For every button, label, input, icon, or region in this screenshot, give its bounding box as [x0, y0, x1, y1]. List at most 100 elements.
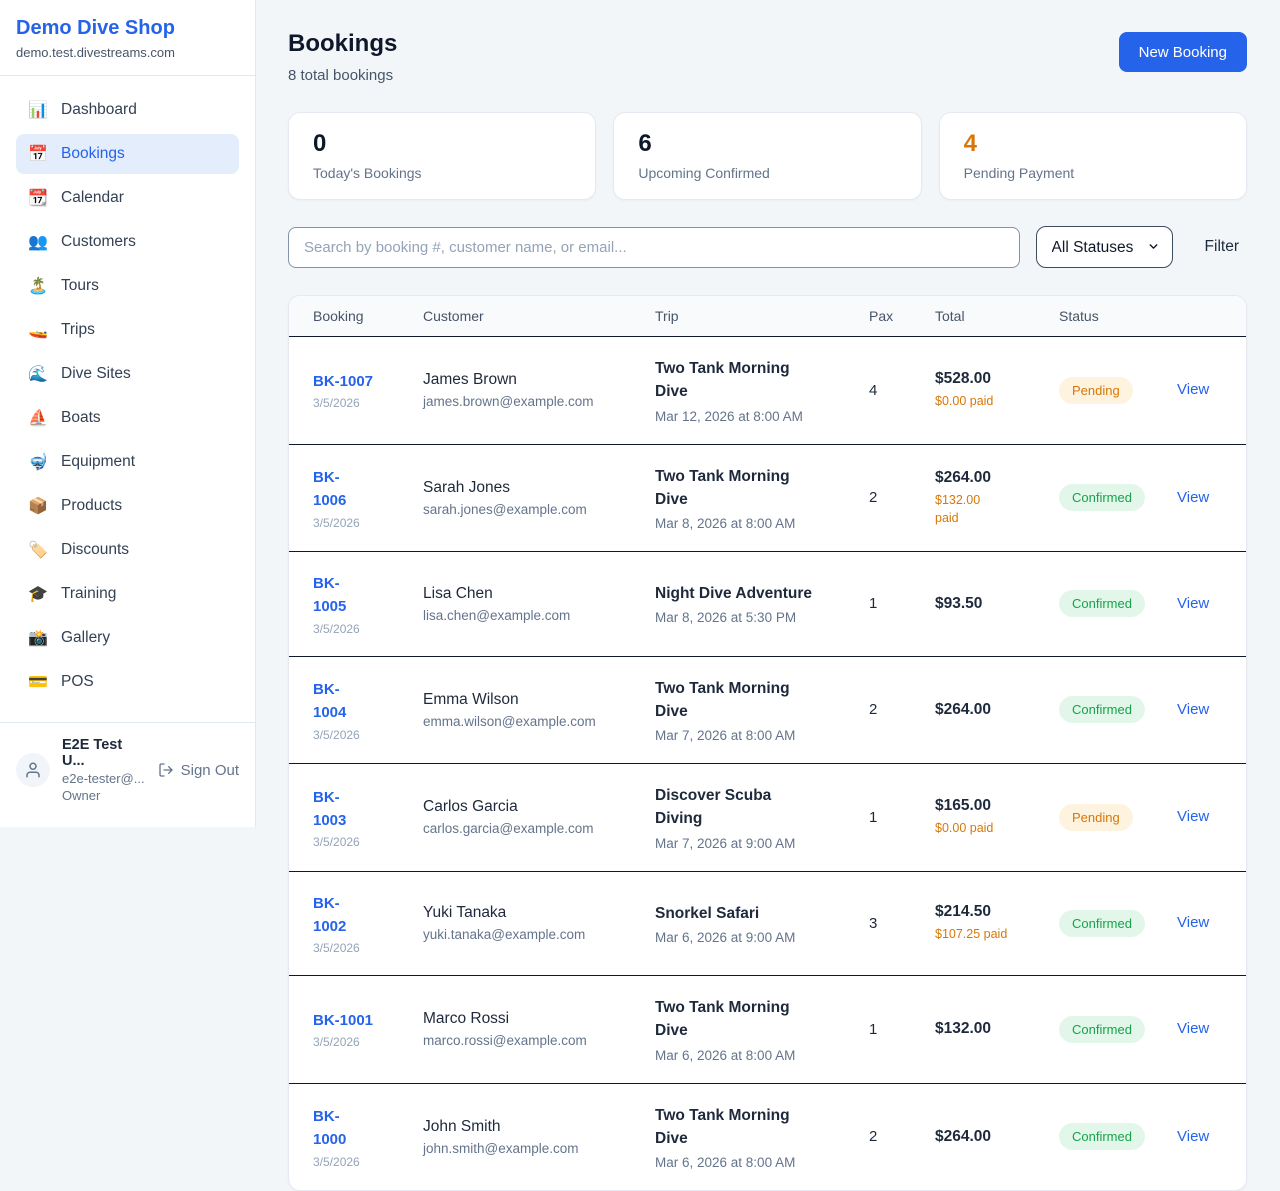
- status-filter-select[interactable]: All Statuses: [1035, 226, 1173, 268]
- booking-cell: BK- 1004 3/5/2026: [313, 678, 423, 742]
- action-cell: View: [1177, 595, 1222, 613]
- column-header-booking: Booking: [313, 308, 364, 324]
- column-header-pax: Pax: [869, 308, 894, 324]
- table-row: BK- 1002 3/5/2026 Yuki Tanaka yuki.tanak…: [289, 872, 1246, 976]
- booking-id-link[interactable]: BK-1007: [313, 373, 374, 391]
- filter-row: All Statuses Filter: [288, 226, 1247, 268]
- trip-name: Two Tank Morning Dive: [655, 679, 790, 720]
- booking-date: 3/5/2026: [313, 1035, 360, 1050]
- view-link[interactable]: View: [1177, 1020, 1210, 1038]
- sidebar-item-trips[interactable]: 🚤 Trips: [28, 321, 95, 339]
- customer-name: Sarah Jones: [423, 478, 511, 496]
- booking-id-link[interactable]: BK- 1002: [313, 894, 347, 935]
- customer-email: sarah.jones@example.com: [423, 501, 587, 517]
- booking-cell: BK- 1005 3/5/2026: [313, 572, 423, 636]
- customer-name: John Smith: [423, 1117, 501, 1135]
- total-cell: $214.50 $107.25 paid: [935, 903, 1059, 943]
- paid-amount: $0.00 paid: [935, 394, 994, 409]
- total-cell: $528.00 $0.00 paid: [935, 370, 1059, 410]
- camera-icon: 📸: [28, 630, 48, 647]
- people-icon: 👥: [28, 234, 48, 251]
- bookings-table: Booking Customer Trip Pax Total Status B…: [288, 295, 1247, 1191]
- trip-name: Discover Scuba Diving: [655, 787, 772, 828]
- table-row: BK- 1004 3/5/2026 Emma Wilson emma.wilso…: [289, 657, 1246, 764]
- sidebar-item-equipment[interactable]: 🤿 Equipment: [28, 453, 136, 471]
- sidebar-item-gallery[interactable]: 📸 Gallery: [28, 629, 111, 647]
- status-cell: Confirmed: [1059, 484, 1177, 512]
- status-cell: Pending: [1059, 376, 1177, 404]
- calendar-icon: 📅: [28, 146, 48, 163]
- booking-id-link[interactable]: BK-1001: [313, 1012, 374, 1030]
- sign-out-button[interactable]: Sign Out: [158, 762, 239, 779]
- stat-value: 6: [638, 130, 652, 157]
- total-cell: $264.00: [935, 701, 1059, 719]
- user-name: E2E Test U...: [62, 737, 123, 769]
- paid-amount: $107.25 paid: [935, 927, 1008, 942]
- customer-email: marco.rossi@example.com: [423, 1033, 587, 1049]
- status-cell: Confirmed: [1059, 590, 1177, 618]
- sidebar-item-pos[interactable]: 💳 POS: [28, 673, 94, 691]
- view-link[interactable]: View: [1177, 488, 1210, 506]
- trip-cell: Two Tank Morning Dive Mar 6, 2026 at 8:0…: [655, 996, 869, 1063]
- action-cell: View: [1177, 1020, 1222, 1038]
- column-header-status: Status: [1059, 308, 1099, 324]
- stat-card-todays-bookings: 0 Today's Bookings: [288, 112, 597, 200]
- action-cell: View: [1177, 808, 1222, 826]
- wave-icon: 🌊: [28, 366, 48, 383]
- trip-cell: Snorkel Safari Mar 6, 2026 at 9:00 AM: [655, 902, 869, 945]
- trip-datetime: Mar 6, 2026 at 8:00 AM: [655, 1155, 796, 1170]
- booking-id-link[interactable]: BK- 1000: [313, 1108, 347, 1149]
- trip-cell: Two Tank Morning Dive Mar 8, 2026 at 8:0…: [655, 465, 869, 532]
- filter-button[interactable]: Filter: [1189, 238, 1247, 256]
- booking-cell: BK-1007 3/5/2026: [313, 370, 423, 410]
- booking-id-link[interactable]: BK- 1006: [313, 469, 347, 510]
- customer-email: james.brown@example.com: [423, 394, 594, 410]
- status-filter-wrap: All Statuses: [1035, 226, 1173, 268]
- sidebar-item-dive-sites[interactable]: 🌊 Dive Sites: [28, 365, 131, 383]
- sidebar-item-bookings[interactable]: 📅 Bookings: [16, 134, 239, 174]
- sidebar-item-dashboard[interactable]: 📊 Dashboard: [28, 101, 137, 119]
- total-amount: $132.00: [935, 1020, 992, 1038]
- pax-count: 1: [869, 595, 878, 613]
- sidebar-item-boats[interactable]: ⛵ Boats: [28, 409, 101, 427]
- paid-amount: $0.00 paid: [935, 821, 994, 836]
- sidebar-item-tours[interactable]: 🏝️ Tours: [28, 277, 99, 295]
- new-booking-button[interactable]: New Booking: [1118, 32, 1247, 72]
- sailboat-icon: ⛵: [28, 410, 48, 427]
- total-amount: $93.50: [935, 594, 983, 612]
- booking-id-link[interactable]: BK- 1004: [313, 681, 347, 722]
- trip-cell: Discover Scuba Diving Mar 7, 2026 at 9:0…: [655, 784, 869, 851]
- avatar: [16, 753, 50, 787]
- customer-name: Yuki Tanaka: [423, 904, 507, 922]
- customer-email: john.smith@example.com: [423, 1140, 579, 1156]
- table-header: Booking Customer Trip Pax Total Status: [289, 296, 1246, 337]
- sidebar-item-training[interactable]: 🎓 Training: [28, 585, 117, 603]
- booking-date: 3/5/2026: [313, 515, 360, 530]
- status-badge: Confirmed: [1059, 696, 1145, 724]
- trip-cell: Night Dive Adventure Mar 8, 2026 at 5:30…: [655, 582, 869, 625]
- sidebar-nav: 📊 Dashboard 📅 Bookings 📆 Calendar 👥 Cust…: [0, 76, 255, 716]
- booking-id-link[interactable]: BK- 1003: [313, 788, 347, 829]
- view-link[interactable]: View: [1177, 914, 1210, 932]
- sidebar-item-calendar[interactable]: 📆 Calendar: [28, 189, 124, 207]
- customer-email: yuki.tanaka@example.com: [423, 927, 586, 943]
- user-icon: [26, 762, 40, 778]
- search-input[interactable]: [288, 226, 1020, 268]
- tear-off-calendar-icon: 📆: [28, 190, 48, 207]
- customer-name: James Brown: [423, 371, 517, 389]
- trip-name: Two Tank Morning Dive: [655, 1106, 790, 1147]
- sidebar-item-discounts[interactable]: 🏷️ Discounts: [28, 541, 130, 559]
- view-link[interactable]: View: [1177, 808, 1210, 826]
- sidebar-item-products[interactable]: 📦 Products: [28, 497, 123, 515]
- view-link[interactable]: View: [1177, 381, 1210, 399]
- status-cell: Confirmed: [1059, 696, 1177, 724]
- sidebar-item-customers[interactable]: 👥 Customers: [28, 233, 136, 251]
- package-icon: 📦: [28, 498, 48, 515]
- view-link[interactable]: View: [1177, 700, 1210, 718]
- view-link[interactable]: View: [1177, 1127, 1210, 1145]
- view-link[interactable]: View: [1177, 594, 1210, 612]
- column-header-trip: Trip: [655, 308, 679, 324]
- booking-id-link[interactable]: BK- 1005: [313, 575, 347, 616]
- action-cell: View: [1177, 914, 1222, 932]
- page-header-text: Bookings 8 total bookings: [288, 30, 397, 84]
